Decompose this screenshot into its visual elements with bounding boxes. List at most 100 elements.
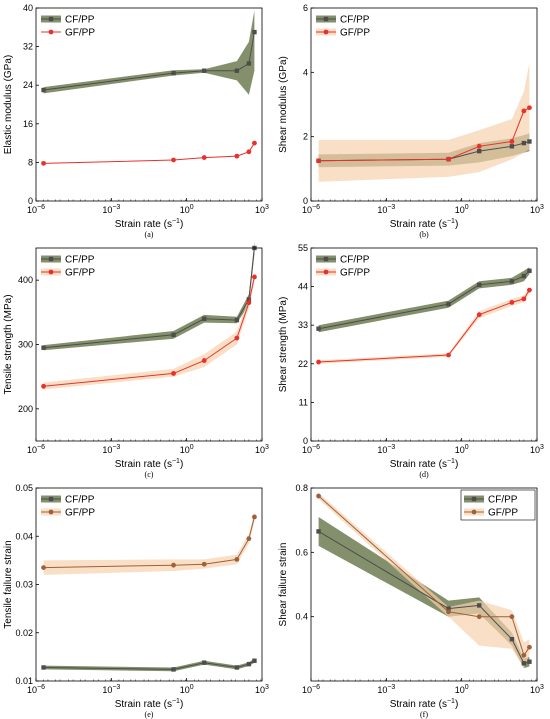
chart-f-legend-marker-cfpp <box>471 496 477 502</box>
chart-e-series-gfpp-line <box>43 516 255 569</box>
chart-d-ytick-label-0: 0 <box>303 436 308 446</box>
chart-f-ylabel: Shear failure strain <box>278 543 289 627</box>
chart-e-point-cfpp-5 <box>252 658 257 663</box>
chart-e-point-gfpp-4 <box>246 536 252 542</box>
chart-c-series-cfpp-line <box>43 247 255 349</box>
chart-d-xtick-label-0: 10−6 <box>302 444 320 455</box>
chart-f-point-gfpp-1 <box>446 609 451 615</box>
chart-e-point-gfpp-1 <box>171 562 176 568</box>
chart-d-legend-label-gfpp: GF/PP <box>340 268 370 279</box>
chart-e-ytick-label-0: 0.01 <box>15 676 33 686</box>
chart-a-series-cfpp-line <box>43 32 255 91</box>
chart-b-point-cfpp-4 <box>521 140 527 146</box>
chart-e-ylabel: Tensile failure strain <box>3 540 14 628</box>
chart-a-point-gfpp-2 <box>201 155 207 160</box>
chart-d-point-cfpp-2 <box>477 282 482 288</box>
chart-e-legend-label-gfpp: GF/PP <box>65 508 95 519</box>
chart-e-point-cfpp-1 <box>171 667 176 672</box>
chart-e-ytick-label-3: 0.04 <box>15 531 33 541</box>
chart-b-point-gfpp-1 <box>446 156 451 162</box>
chart-c-legend-label-cfpp: CF/PP <box>65 255 95 266</box>
chart-a-ytick-label-3: 24 <box>23 80 33 90</box>
chart-a-point-cfpp-3 <box>234 68 240 73</box>
chart-c-point-cfpp-1 <box>171 332 176 338</box>
chart-f-ytick-label-0: 0.4 <box>295 612 308 622</box>
chart-b-frame <box>310 7 538 202</box>
chart-a-ytick-label-0: 0 <box>28 196 33 206</box>
chart-f-caption: (f) <box>420 710 428 719</box>
chart-f-ytick-label-1: 0.6 <box>295 547 308 557</box>
chart-e-legend-marker-gfpp <box>48 509 54 515</box>
chart-c-point-gfpp-0 <box>41 383 46 389</box>
chart-e-point-cfpp-4 <box>246 661 252 667</box>
chart-f-point-gfpp-2 <box>476 614 482 620</box>
chart-b-ylabel: Shear modulus (GPa) <box>278 56 289 153</box>
chart-a-ytick-label-4: 32 <box>23 42 33 52</box>
chart-b-legend-marker-cfpp <box>323 16 329 22</box>
chart-c-band-cfpp <box>43 241 255 351</box>
chart-b-svg: 0 2 4 6 10−6 10−3 100 103 Strain rate (s−1) Shear… <box>278 3 544 239</box>
chart-d-legend-label-cfpp: CF/PP <box>340 255 370 266</box>
chart-d-point-gfpp-2 <box>476 312 482 318</box>
chart-a-svg: 0 8 16 24 32 40 10−6 10−3 100 103 Strain rate (s−1… <box>3 3 269 239</box>
chart-e-xtick-label-1: 10−3 <box>102 684 120 695</box>
chart-d-point-gfpp-3 <box>509 299 515 305</box>
chart-a-point-gfpp-0 <box>41 160 46 166</box>
chart-f-ytick-label-2: 0.8 <box>295 483 308 493</box>
chart-c-point-cfpp-3 <box>234 317 240 323</box>
chart-c-point-gfpp-2 <box>201 358 207 363</box>
chart-a-series-gfpp-line <box>43 142 255 164</box>
chart-a-ytick-label-1: 8 <box>28 157 33 167</box>
chart-a-point-cfpp-1 <box>171 70 176 76</box>
chart-b-point-gfpp-0 <box>316 158 321 164</box>
chart-f-point-cfpp-1 <box>446 606 451 611</box>
chart-e-point-gfpp-0 <box>41 565 46 571</box>
chart-e-legend-marker-cfpp <box>48 496 54 502</box>
chart-a-xtick-label-1: 10−3 <box>102 204 120 215</box>
chart-c-xtick-label-0: 10−6 <box>27 444 45 455</box>
chart-d-ytick-label-5: 55 <box>298 243 308 253</box>
chart-panel-c: 200 300 400 10−6 10−3 100 103 Strain rate (s−1)… <box>0 240 275 479</box>
chart-f-frame <box>310 487 538 682</box>
chart-b-xtick-label-2: 100 <box>455 204 469 215</box>
chart-f-point-gfpp-3 <box>509 614 515 620</box>
chart-panel-f: 0.4 0.6 0.8 10−6 10−3 100 103 Strain rate (s−1)… <box>275 480 550 719</box>
chart-d-xtick-label-3: 103 <box>530 444 544 455</box>
chart-b-point-gfpp-4 <box>521 108 527 114</box>
chart-e-xtick-label-0: 10−6 <box>27 684 45 695</box>
chart-a-point-gfpp-1 <box>171 157 176 163</box>
chart-d-xlabel: Strain rate (s−1) <box>390 458 459 470</box>
chart-e-ytick-label-2: 0.03 <box>15 580 33 590</box>
chart-f-xtick-label-0: 10−6 <box>302 684 320 695</box>
chart-panel-a: 0 8 16 24 32 40 10−6 10−3 100 103 Strain rate (s−1… <box>0 0 275 239</box>
chart-e-legend-label-cfpp: CF/PP <box>65 495 95 506</box>
chart-d-point-cfpp-5 <box>527 268 532 274</box>
chart-a-point-cfpp-2 <box>202 68 207 73</box>
chart-a-ytick-label-2: 16 <box>23 119 33 129</box>
chart-panel-d: 0 11 22 33 44 55 10−6 10−3 100 103 Strain rate (s−… <box>275 240 550 479</box>
chart-f-band-gfpp <box>318 492 530 669</box>
chart-c-xtick-label-3: 103 <box>255 444 269 455</box>
chart-b-legend-marker-gfpp <box>323 29 329 35</box>
chart-c-point-gfpp-4 <box>246 300 252 306</box>
chart-d-ytick-label-3: 33 <box>298 320 308 330</box>
chart-c-xtick-label-1: 10−3 <box>102 444 120 455</box>
chart-c-caption: (c) <box>145 470 154 479</box>
chart-f-point-gfpp-0 <box>316 493 321 499</box>
chart-e-xtick-label-3: 103 <box>255 684 269 695</box>
chart-d-point-gfpp-5 <box>527 287 532 293</box>
chart-a-band-cfpp <box>43 10 255 95</box>
chart-d-ylabel: Shear strength (MPa) <box>278 297 289 393</box>
chart-a-xtick-label-0: 10−6 <box>27 204 45 215</box>
chart-b-ytick-label-0: 0 <box>303 196 308 206</box>
chart-b-xtick-label-1: 10−3 <box>377 204 395 215</box>
chart-e-point-gfpp-3 <box>234 557 240 562</box>
chart-c-series-gfpp-line <box>43 276 255 387</box>
chart-a-point-gfpp-3 <box>234 153 240 159</box>
chart-d-point-cfpp-0 <box>316 326 321 331</box>
chart-a-frame <box>35 7 263 202</box>
chart-e-svg: 0.01 0.02 0.03 0.04 0.05 10−6 10−3 100 103 Strain… <box>3 483 269 719</box>
chart-d-ytick-label-1: 11 <box>299 397 308 407</box>
chart-d-xtick-label-2: 100 <box>455 444 469 455</box>
